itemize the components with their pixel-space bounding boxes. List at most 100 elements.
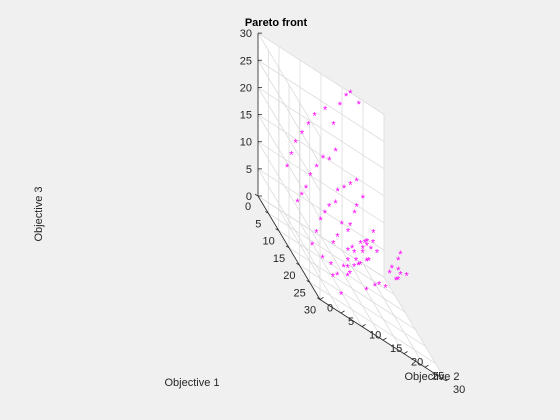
x-tick-mark — [296, 262, 300, 266]
y-tick-label: 30 — [453, 384, 465, 396]
data-point: * — [398, 270, 403, 282]
y-tick-label: 15 — [390, 343, 402, 355]
data-point: * — [319, 215, 324, 227]
data-point: * — [354, 256, 359, 268]
x-axis-label: Objective 1 — [164, 377, 219, 389]
data-point: * — [390, 263, 395, 275]
grid-line — [383, 277, 447, 382]
data-point: * — [350, 243, 355, 255]
grid-line — [320, 236, 384, 341]
y-tick-mark — [445, 378, 450, 382]
data-point: * — [363, 237, 368, 249]
data-point: * — [396, 255, 401, 267]
grid-line — [257, 141, 321, 246]
grid-line — [257, 32, 385, 115]
data-point: * — [323, 105, 328, 117]
y-tick-mark — [319, 296, 324, 300]
data-point: * — [348, 268, 353, 280]
data-point: * — [358, 260, 363, 272]
data-point: * — [352, 248, 357, 260]
y-tick-label: 20 — [411, 357, 423, 369]
data-point: * — [388, 268, 393, 280]
x-tick-mark — [275, 228, 279, 231]
data-point: * — [329, 259, 334, 271]
z-tick-label: 30 — [240, 28, 252, 40]
y-axis-label: Objective 2 — [404, 371, 459, 383]
data-point: * — [331, 238, 336, 250]
y-tick-mark — [424, 364, 429, 368]
data-point: * — [294, 137, 299, 149]
x-tick-mark — [254, 193, 259, 197]
data-point: * — [352, 261, 357, 273]
z-tick-label: 15 — [240, 110, 252, 122]
data-point: * — [346, 262, 351, 274]
data-point: * — [333, 198, 338, 210]
data-point: * — [348, 179, 353, 191]
x-tick-label: 15 — [273, 253, 285, 265]
data-point: * — [348, 220, 353, 232]
z-tick-label: 5 — [246, 164, 252, 176]
data-point: * — [344, 91, 349, 103]
data-point: * — [313, 111, 318, 123]
y-tick-mark — [403, 351, 408, 355]
data-point: * — [335, 231, 340, 243]
data-point: * — [365, 241, 370, 253]
data-point: * — [398, 249, 403, 261]
data-point: * — [356, 260, 361, 272]
data-point: * — [327, 201, 332, 213]
y-tick-label: 25 — [432, 370, 444, 382]
data-point: * — [315, 162, 320, 174]
grid-line — [299, 222, 363, 327]
data-point: * — [295, 197, 300, 209]
grid-line — [257, 87, 321, 192]
x-tick-label: 5 — [255, 218, 261, 230]
y-tick-mark — [382, 337, 387, 341]
data-point: * — [404, 270, 409, 282]
data-point: * — [375, 248, 380, 260]
x-tick-label: 0 — [245, 201, 251, 213]
data-point: * — [342, 183, 347, 195]
data-point: * — [357, 99, 362, 111]
x-tick-label: 20 — [283, 270, 295, 282]
grid-line — [257, 168, 321, 273]
data-point: * — [394, 275, 399, 287]
data-point: * — [300, 129, 305, 141]
z-tick-label: 20 — [240, 82, 252, 94]
grid-line — [257, 114, 321, 219]
z-tick-label: 0 — [246, 191, 252, 203]
data-point: * — [355, 176, 360, 188]
data-point: * — [345, 271, 350, 283]
data-point: * — [365, 237, 370, 249]
y-tick-label: 5 — [348, 316, 354, 328]
data-point: * — [364, 256, 369, 268]
data-points: * * * * ****** ******* * ******* ** ** ** **** * ****… — [285, 88, 409, 301]
data-point: * — [346, 246, 351, 258]
z-tick-label: 25 — [240, 55, 252, 67]
data-point: * — [396, 274, 401, 286]
data-point: * — [364, 285, 369, 297]
y-tick-label: 10 — [369, 330, 381, 342]
data-point: * — [358, 239, 363, 251]
data-point: * — [327, 155, 332, 167]
x-tick-label: 30 — [304, 305, 316, 317]
data-point: * — [331, 120, 336, 132]
data-point: * — [371, 228, 376, 240]
data-point: * — [338, 100, 343, 112]
data-point: * — [373, 281, 378, 293]
x-tick-mark — [265, 211, 269, 214]
data-point: * — [310, 240, 315, 252]
x-tick-mark — [316, 297, 321, 300]
data-point: * — [383, 283, 388, 295]
grid-line — [341, 249, 405, 354]
data-point: * — [304, 183, 309, 195]
z-axis-label: Objective 3 — [33, 186, 45, 241]
data-point: * — [336, 186, 341, 198]
data-point: * — [314, 227, 319, 239]
data-point: * — [361, 243, 366, 255]
data-point: * — [377, 279, 382, 291]
data-point: * — [346, 226, 351, 238]
data-point: * — [323, 208, 328, 220]
x-tick-label: 25 — [294, 287, 306, 299]
